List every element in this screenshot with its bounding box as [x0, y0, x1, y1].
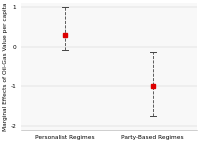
Y-axis label: Marginal Effects of Oil-Gas Value per capita: Marginal Effects of Oil-Gas Value per ca…: [3, 2, 8, 131]
